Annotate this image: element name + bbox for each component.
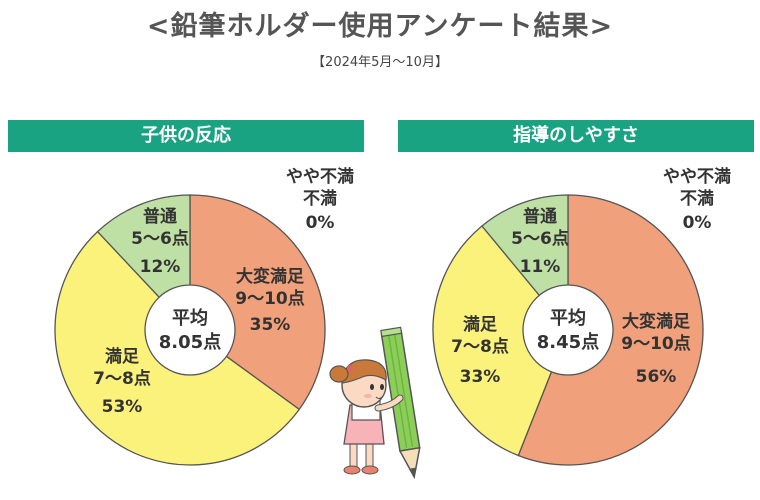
slice-label-normal: 5～6点	[511, 228, 569, 249]
slice-label-dissatisfied: 不満	[303, 188, 337, 209]
pie-center-label: 平均	[550, 307, 586, 329]
slice-label-very_satisfied: 9～10点	[235, 288, 305, 309]
slice-value-dissatisfied: 0%	[683, 213, 712, 233]
pie-center-hole	[144, 284, 236, 376]
pencil-icon	[380, 326, 421, 480]
girl-illustration	[329, 326, 421, 480]
slice-label-very_satisfied: 大変満足	[236, 266, 304, 287]
slice-value-normal: 11%	[520, 257, 561, 277]
slice-label-normal: 5～6点	[131, 228, 189, 249]
slice-value-dissatisfied: 0%	[306, 213, 335, 233]
slice-label-normal: 普通	[523, 206, 557, 227]
slice-label-very_satisfied: 9～10点	[621, 333, 691, 354]
pie-center-label: 8.45点	[537, 331, 599, 353]
slice-value-satisfied: 53%	[102, 397, 143, 417]
survey-period: 【2024年5月～10月】	[312, 55, 448, 70]
slice-label-very_satisfied: 大変満足	[622, 311, 690, 332]
slice-label-dissatisfied: やや不満	[663, 166, 731, 187]
pie-slice-satisfied	[432, 225, 569, 457]
slice-value-very_satisfied: 35%	[250, 315, 291, 335]
slice-label-satisfied: 満足	[463, 314, 497, 335]
slice-label-dissatisfied: やや不満	[286, 166, 354, 187]
pie-center-label: 平均	[172, 307, 208, 329]
chart-title-left: 子供の反応	[8, 120, 364, 152]
pie-slice-very_satisfied	[189, 194, 326, 411]
slice-value-satisfied: 33%	[460, 367, 501, 387]
chart-title-right: 指導のしやすさ	[398, 120, 754, 152]
slice-label-satisfied: 満足	[105, 346, 139, 367]
slice-value-very_satisfied: 56%	[636, 367, 677, 387]
slice-label-satisfied: 7～8点	[451, 336, 509, 357]
slice-label-normal: 普通	[143, 206, 177, 227]
page-title: <鉛筆ホルダー使用アンケート結果>	[146, 11, 614, 42]
pie-center-label: 8.05点	[159, 331, 221, 353]
slice-label-satisfied: 7～8点	[93, 368, 151, 389]
slice-value-normal: 12%	[140, 257, 181, 277]
slice-label-dissatisfied: 不満	[680, 188, 714, 209]
pie-center-hole	[522, 284, 614, 376]
